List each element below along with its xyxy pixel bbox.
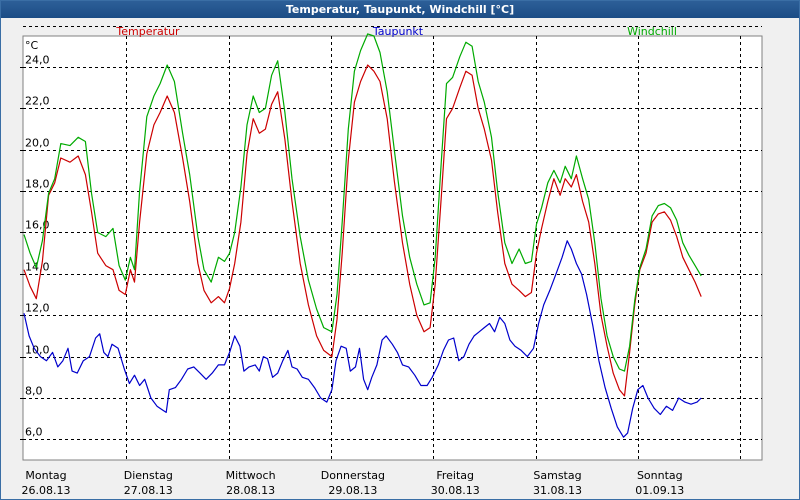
y-tick-label: 14,0 xyxy=(25,261,50,274)
y-axis-label: °C xyxy=(25,39,39,52)
legend-temperatur: Temperatur xyxy=(115,25,180,38)
y-tick-label: 24,0 xyxy=(25,54,50,67)
x-tick-day: Samstag xyxy=(533,469,581,482)
legend-windchill: Windchill xyxy=(627,25,677,38)
x-tick-date: 01.09.13 xyxy=(635,484,684,497)
x-tick-date: 27.08.13 xyxy=(124,484,173,497)
y-axis: 6,0 8,0 10,0 12,0 14,0 16,0 18,0 20,0 22,0 24,0 xyxy=(20,54,50,440)
y-tick-label: 16,0 xyxy=(25,219,50,232)
legend-taupunkt: Taupunkt xyxy=(372,25,424,38)
x-tick-day: Montag xyxy=(25,469,66,482)
x-tick-day: Dienstag xyxy=(124,469,173,482)
series-line-taupunkt xyxy=(23,240,702,438)
plot-area xyxy=(22,35,763,461)
x-tick-date: 30.08.13 xyxy=(431,484,480,497)
y-tick-label: 20,0 xyxy=(25,137,50,150)
grid xyxy=(23,26,762,460)
series-line-temperatur xyxy=(23,64,702,397)
window-title: Temperatur, Taupunkt, Windchill [°C] xyxy=(1,1,799,18)
series-lines xyxy=(23,33,702,438)
y-tick-label: 18,0 xyxy=(25,178,50,191)
x-tick-date: 28.08.13 xyxy=(226,484,275,497)
y-tick-label: 12,0 xyxy=(25,302,50,315)
x-axis: Montag 26.08.13 Dienstag 27.08.13 Mittwoch 28… xyxy=(22,469,685,497)
y-tick-label: 8,0 xyxy=(25,385,43,398)
y-tick-label: 10,0 xyxy=(25,344,50,357)
x-tick-date: 31.08.13 xyxy=(533,484,582,497)
y-tick-label: 22,0 xyxy=(25,95,50,108)
x-tick-date: 29.08.13 xyxy=(328,484,377,497)
x-tick-day: Sonntag xyxy=(637,469,683,482)
x-tick-date: 26.08.13 xyxy=(22,484,71,497)
series-line-windchill xyxy=(23,33,702,372)
x-tick-day: Freitag xyxy=(436,469,474,482)
x-tick-day: Donnerstag xyxy=(321,469,385,482)
y-tick-label: 6,0 xyxy=(25,426,43,439)
x-tick-day: Mittwoch xyxy=(226,469,276,482)
